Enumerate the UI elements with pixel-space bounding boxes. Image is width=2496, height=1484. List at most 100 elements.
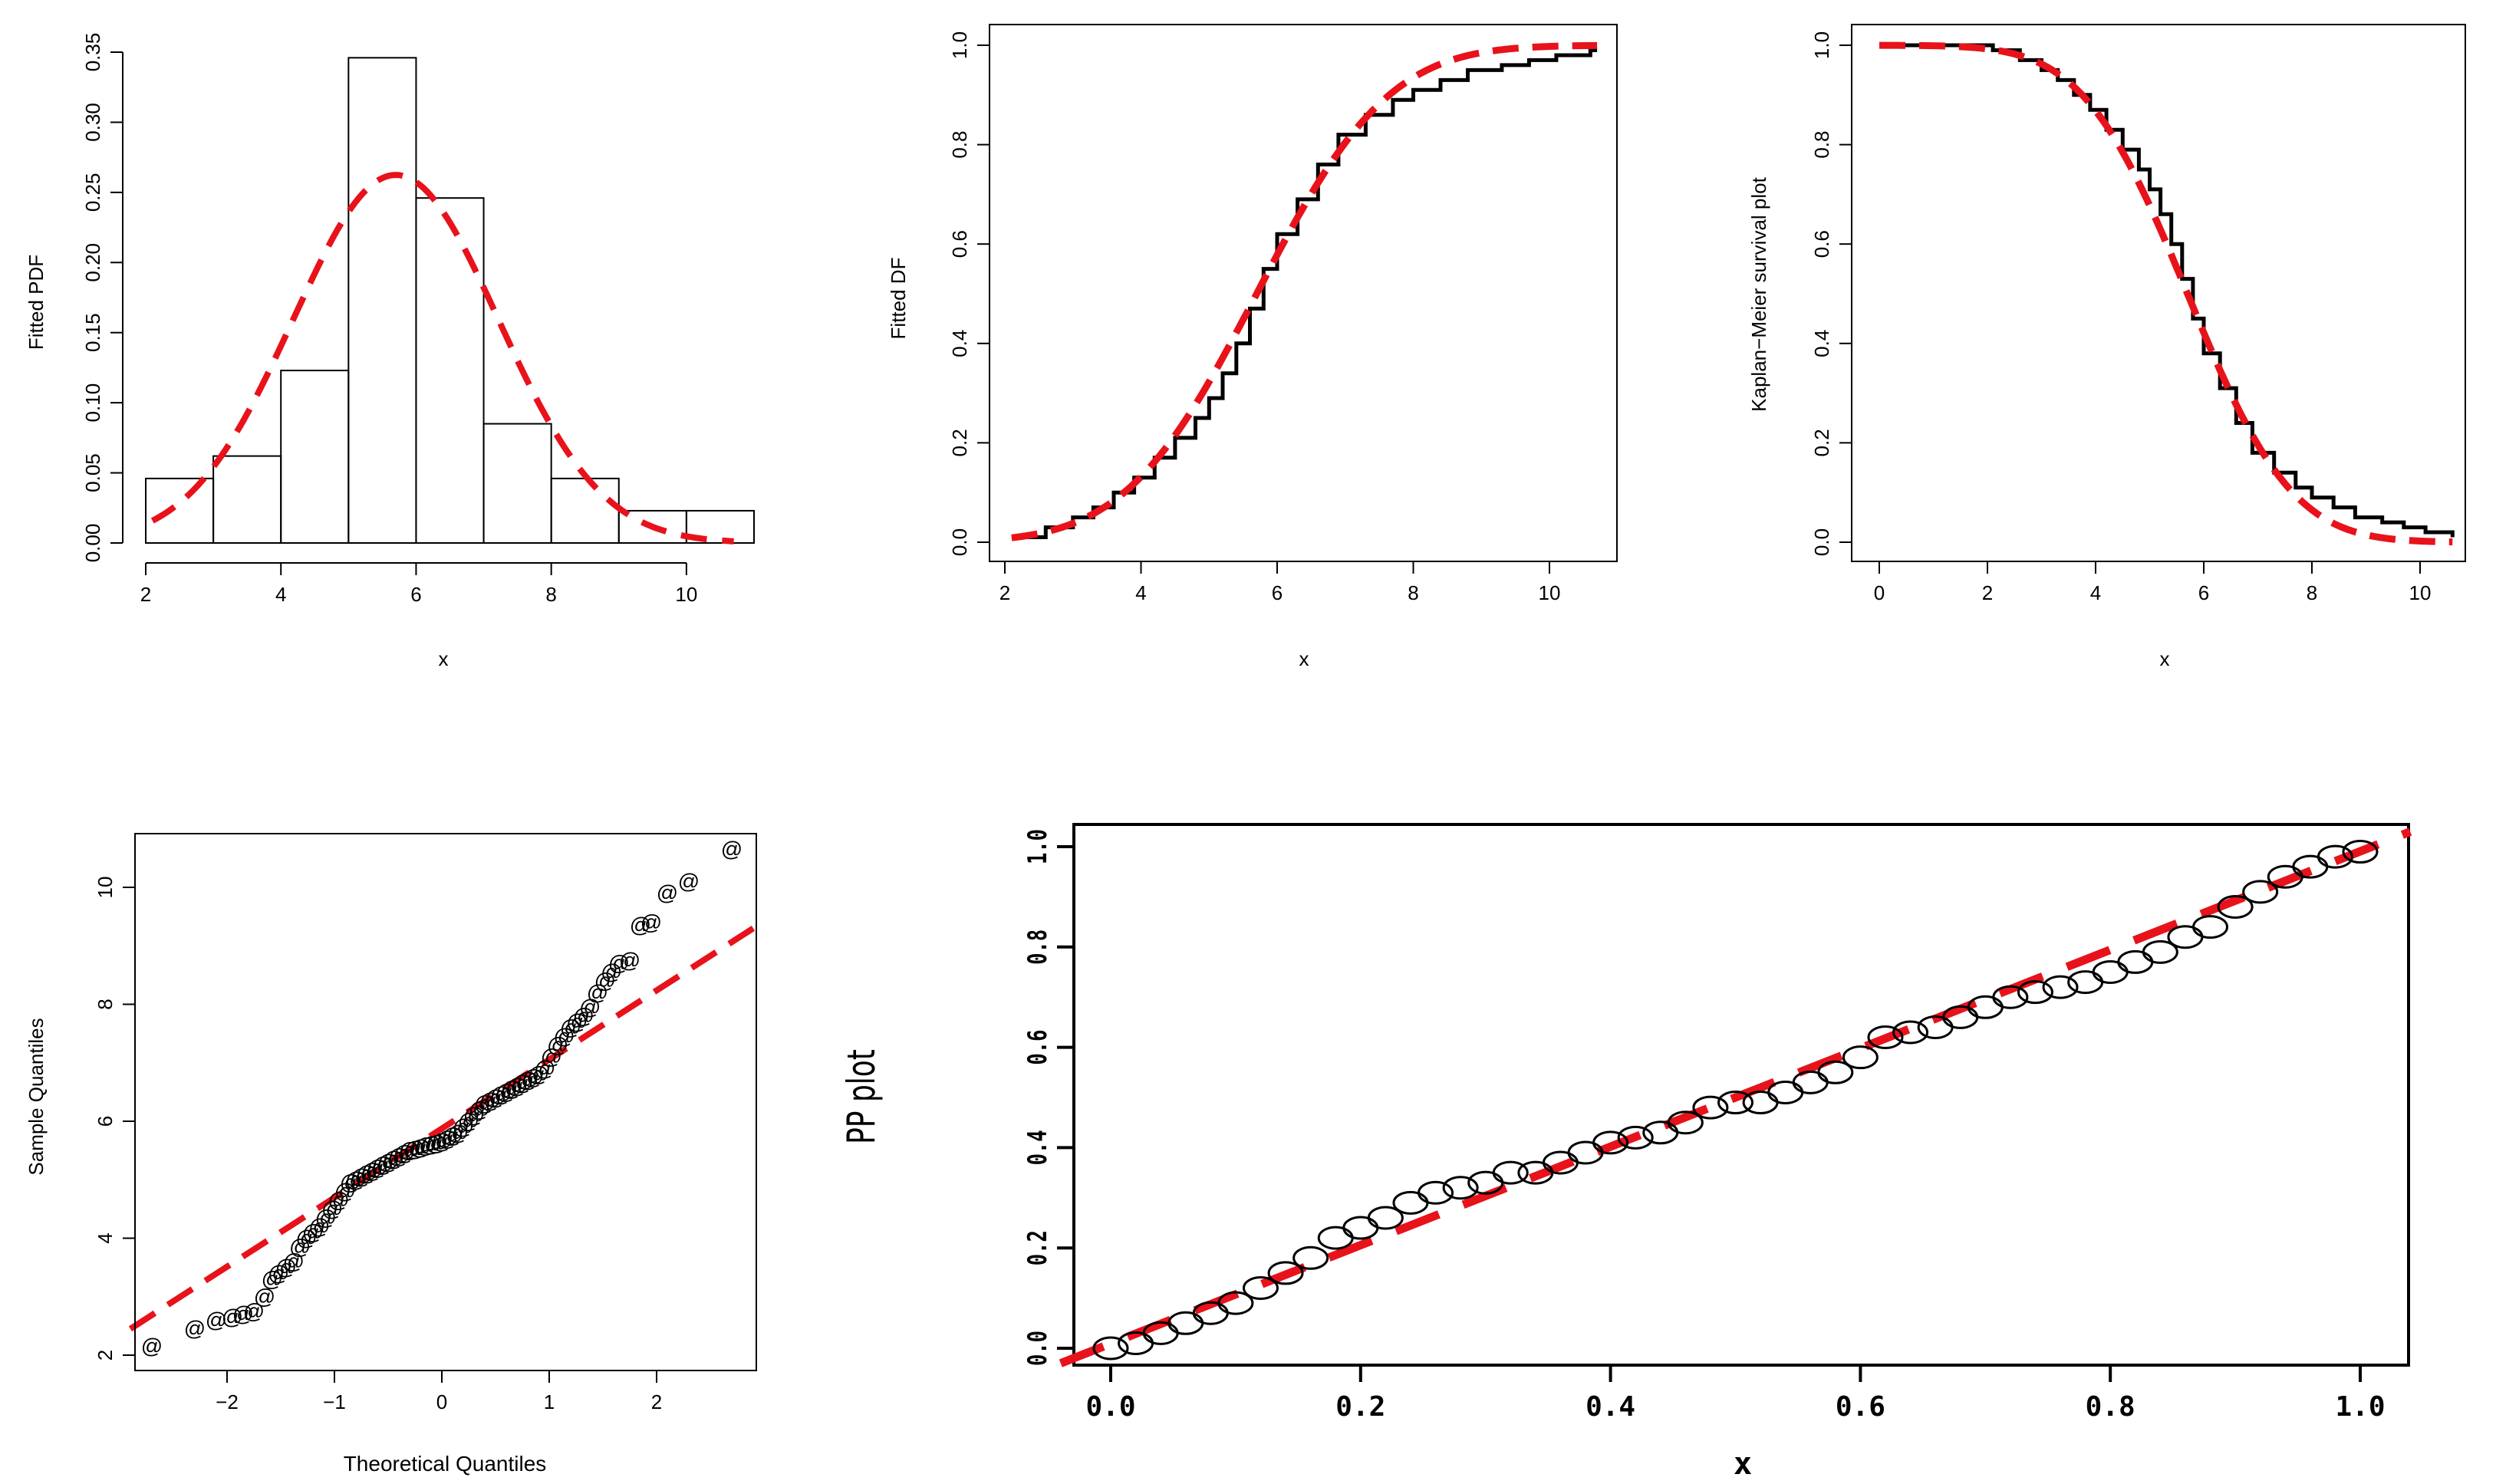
kaplan-meier-y-tick-label: 0.4 bbox=[1810, 330, 1833, 357]
qq-point: @ bbox=[232, 1302, 254, 1326]
panel-kaplan-meier: 0 2 4 6 8 10 0.0 0.2 0.4 0.6 0.8 1.0 x Kaplan−Meie… bbox=[1747, 24, 2466, 670]
qq-point: @ bbox=[399, 1138, 420, 1162]
fitted-df-x-tick-label: 4 bbox=[1135, 581, 1146, 604]
pp-point bbox=[1842, 1045, 1879, 1070]
histogram-marks bbox=[145, 57, 756, 545]
pp-point bbox=[1292, 1245, 1329, 1270]
qq-point: @ bbox=[308, 1214, 330, 1238]
qq-point: @ bbox=[404, 1137, 426, 1161]
pp-x-axis: 0.0 0.2 0.4 0.6 0.8 1.0 bbox=[1085, 1364, 2386, 1423]
qq-point: @ bbox=[547, 1033, 568, 1057]
pp-point bbox=[1817, 1060, 1854, 1084]
qq-point: @ bbox=[222, 1305, 243, 1328]
histogram-y-tick-label: 0.35 bbox=[81, 33, 104, 72]
qq-point: @ bbox=[426, 1131, 447, 1155]
pp-point bbox=[2017, 980, 2053, 1005]
qq-point: @ bbox=[315, 1206, 337, 1229]
qq-point: @ bbox=[361, 1159, 383, 1183]
qq-x-tick-label: 2 bbox=[651, 1390, 662, 1413]
fitted-df-curve bbox=[1011, 41, 1598, 541]
qq-point: @ bbox=[383, 1147, 404, 1171]
kaplan-meier-step-line bbox=[1879, 43, 2455, 538]
pp-x-tick-label: 0.0 bbox=[1085, 1391, 1135, 1423]
qq-y-tick-label: 10 bbox=[94, 877, 117, 899]
qq-point: @ bbox=[458, 1109, 479, 1133]
qq-point: @ bbox=[295, 1226, 317, 1250]
fitted-df-y-axis: 0.0 0.2 0.4 0.6 0.8 1.0 bbox=[948, 31, 990, 556]
pp-y-axis: 0.0 0.2 0.4 0.6 0.8 1.0 bbox=[1022, 829, 1075, 1366]
pp-point bbox=[1242, 1276, 1279, 1301]
qq-point: @ bbox=[141, 1334, 163, 1358]
pp-point bbox=[1717, 1091, 1753, 1115]
pp-point bbox=[1617, 1125, 1654, 1150]
qq-point: @ bbox=[431, 1130, 453, 1153]
qq-point: @ bbox=[517, 1068, 538, 1092]
pp-point bbox=[1267, 1261, 1304, 1285]
fitted-df-y-tick-label: 0.0 bbox=[948, 528, 971, 556]
qq-point: @ bbox=[496, 1080, 517, 1104]
qq-point: @ bbox=[587, 980, 608, 1004]
kaplan-meier-x-tick-label: 8 bbox=[2307, 581, 2317, 604]
pp-point bbox=[2142, 939, 2178, 964]
qq-point: @ bbox=[275, 1255, 297, 1279]
kaplan-meier-marks bbox=[1879, 41, 2455, 546]
fitted-df-x-tick-label: 8 bbox=[1408, 581, 1418, 604]
pp-y-tick-label: 0.2 bbox=[1022, 1230, 1053, 1265]
qq-point: @ bbox=[566, 1009, 588, 1033]
histogram-bar bbox=[685, 509, 756, 545]
pp-y-tick-label: 0.0 bbox=[1022, 1331, 1053, 1366]
pp-point bbox=[1992, 985, 2029, 1009]
pp-x-tick-label: 0.4 bbox=[1586, 1391, 1635, 1423]
qq-point: @ bbox=[619, 948, 640, 972]
fitted-df-x-axis: 2 4 6 8 10 bbox=[999, 561, 1560, 604]
pp-x-tick-label: 0.6 bbox=[1836, 1391, 1885, 1423]
panel-fitted-df: 2 4 6 8 10 0.0 0.2 0.4 0.6 0.8 1.0 x Fitted DF bbox=[887, 24, 1618, 670]
qq-point: @ bbox=[340, 1170, 361, 1194]
kaplan-meier-y-label: Kaplan−Meier survival plot bbox=[1747, 176, 1770, 411]
fitted-df-marks bbox=[1011, 41, 1598, 541]
qq-point: @ bbox=[678, 869, 700, 893]
qq-point: @ bbox=[560, 1015, 581, 1039]
pp-point bbox=[1867, 1025, 1904, 1050]
pp-x-tick-label: 0.2 bbox=[1335, 1391, 1385, 1423]
kaplan-meier-y-tick-label: 0.6 bbox=[1810, 230, 1833, 258]
qq-point: @ bbox=[367, 1156, 388, 1180]
fitted-df-x-label: x bbox=[1299, 647, 1309, 670]
qq-point: @ bbox=[184, 1317, 206, 1341]
kaplan-meier-x-tick-label: 0 bbox=[1874, 581, 1885, 604]
pp-point bbox=[2242, 880, 2279, 904]
histogram-y-tick-label: 0.30 bbox=[81, 103, 104, 142]
qq-x-tick-label: 1 bbox=[544, 1390, 555, 1413]
pp-y-label: PP plot bbox=[840, 1049, 884, 1144]
qq-point: @ bbox=[356, 1162, 377, 1186]
histogram-y-label: Fitted PDF bbox=[25, 255, 48, 350]
histogram-y-tick-label: 0.00 bbox=[81, 524, 104, 563]
fitted-df-y-tick-label: 0.6 bbox=[948, 230, 971, 258]
qq-point: @ bbox=[351, 1164, 372, 1188]
qq-y-tick-label: 4 bbox=[94, 1232, 117, 1243]
pp-point bbox=[1667, 1111, 1704, 1135]
qq-point: @ bbox=[479, 1088, 501, 1112]
qq-point: @ bbox=[345, 1167, 367, 1191]
pp-point bbox=[1892, 1020, 1929, 1045]
pp-point bbox=[2317, 844, 2353, 869]
qq-x-tick-label: −1 bbox=[323, 1390, 346, 1413]
qq-point: @ bbox=[328, 1188, 349, 1212]
kaplan-meier-y-tick-label: 0.0 bbox=[1810, 528, 1833, 556]
pp-point bbox=[1692, 1095, 1729, 1120]
fitted-survival-curve bbox=[1879, 41, 2453, 546]
pp-point bbox=[1492, 1160, 1529, 1185]
qq-point: @ bbox=[321, 1196, 343, 1220]
fitted-df-y-tick-label: 0.2 bbox=[948, 429, 971, 456]
qq-point: @ bbox=[512, 1071, 533, 1094]
qq-point: @ bbox=[469, 1097, 490, 1121]
kaplan-meier-x-tick-label: 10 bbox=[2409, 581, 2432, 604]
qq-point: @ bbox=[501, 1077, 522, 1101]
qq-y-tick-label: 2 bbox=[94, 1350, 117, 1361]
qq-point: @ bbox=[410, 1135, 431, 1159]
qq-x-tick-label: 0 bbox=[436, 1390, 447, 1413]
pp-point bbox=[1367, 1206, 1404, 1230]
fitted-df-y-label: Fitted DF bbox=[887, 258, 910, 340]
qq-x-axis: −2 −1 0 1 2 bbox=[216, 1370, 662, 1413]
histogram-x-tick-label: 6 bbox=[410, 583, 421, 606]
